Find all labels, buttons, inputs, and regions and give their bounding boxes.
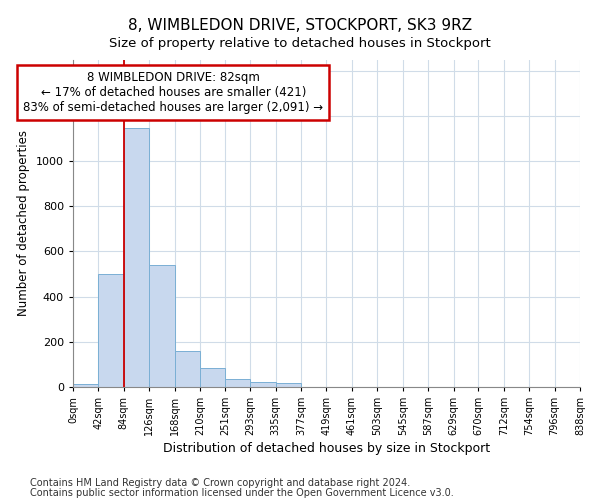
Bar xyxy=(73,384,98,386)
Bar xyxy=(98,274,124,386)
Bar xyxy=(124,128,149,386)
X-axis label: Distribution of detached houses by size in Stockport: Distribution of detached houses by size … xyxy=(163,442,490,455)
Bar xyxy=(275,384,301,386)
Y-axis label: Number of detached properties: Number of detached properties xyxy=(17,130,30,316)
Text: Contains public sector information licensed under the Open Government Licence v3: Contains public sector information licen… xyxy=(30,488,454,498)
Bar xyxy=(225,379,250,386)
Text: Size of property relative to detached houses in Stockport: Size of property relative to detached ho… xyxy=(109,38,491,51)
Bar xyxy=(200,368,225,386)
Bar xyxy=(250,382,275,386)
Text: 8, WIMBLEDON DRIVE, STOCKPORT, SK3 9RZ: 8, WIMBLEDON DRIVE, STOCKPORT, SK3 9RZ xyxy=(128,18,472,32)
Text: 8 WIMBLEDON DRIVE: 82sqm
← 17% of detached houses are smaller (421)
83% of semi-: 8 WIMBLEDON DRIVE: 82sqm ← 17% of detach… xyxy=(23,70,323,114)
Text: Contains HM Land Registry data © Crown copyright and database right 2024.: Contains HM Land Registry data © Crown c… xyxy=(30,478,410,488)
Bar xyxy=(175,350,200,386)
Bar xyxy=(149,265,175,386)
